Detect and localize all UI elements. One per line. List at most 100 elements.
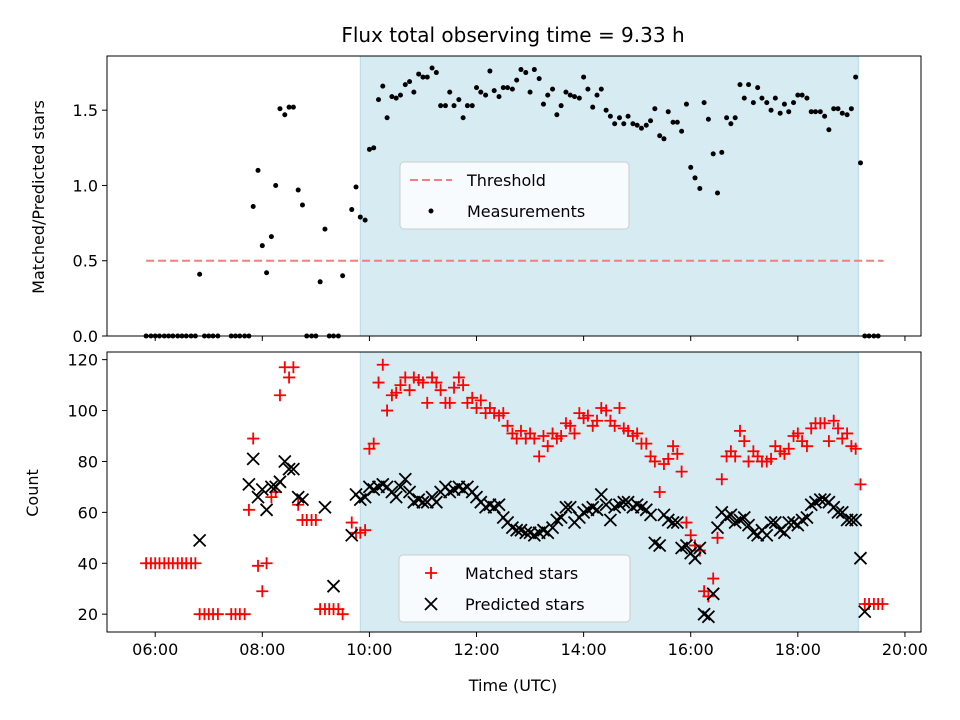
matched-stars-point	[854, 478, 867, 491]
predicted-legend-label: Predicted stars	[465, 595, 585, 614]
measurement-point	[407, 79, 413, 85]
measurement-point	[514, 77, 520, 83]
measurement-point	[259, 243, 265, 249]
matched-stars-point	[189, 557, 202, 570]
predicted-stars-point	[590, 503, 604, 517]
measurement-point	[724, 115, 730, 121]
measurement-point	[741, 95, 747, 101]
measurement-point	[661, 136, 667, 142]
x-tick-label: 08:00	[239, 640, 285, 659]
measurement-point	[277, 106, 283, 112]
predicted-stars-point	[849, 513, 863, 527]
measurement-point	[750, 100, 756, 106]
matched-stars-point	[822, 435, 835, 448]
x-tick-label: 12:00	[453, 640, 499, 659]
measurement-point	[380, 83, 386, 89]
measurement-point	[826, 127, 832, 133]
measurement-point	[264, 270, 270, 276]
y-tick-label: 80	[78, 452, 98, 471]
measurement-point	[688, 164, 694, 170]
predicted-stars-point	[666, 515, 680, 530]
y-tick-label: 1.0	[73, 176, 98, 195]
measurement-point	[590, 104, 596, 110]
matched-stars-point	[715, 473, 728, 486]
matched-stars-point	[613, 402, 626, 414]
measurement-point	[670, 119, 676, 125]
measurement-point	[384, 115, 390, 121]
matched-legend-swatch	[425, 567, 437, 579]
matched-stars-point	[653, 486, 666, 498]
matched-stars-point	[443, 396, 456, 409]
measurement-point	[491, 88, 497, 94]
measurement-point	[433, 70, 439, 76]
matched-stars-point	[242, 503, 255, 516]
predicted-stars-point	[603, 513, 618, 527]
measurement-point	[822, 113, 828, 119]
measurement-point	[701, 100, 707, 106]
measurement-point	[643, 122, 649, 128]
measurement-point	[697, 185, 703, 191]
y-ticks-panel-1: 20 40 60 80 100 120	[67, 351, 107, 624]
predicted-stars-point	[246, 452, 260, 466]
matched-stars-point	[394, 379, 407, 392]
matched-stars-point	[309, 514, 322, 526]
measurement-point	[389, 94, 395, 100]
matched-stars-point	[430, 376, 443, 389]
top-axes-frame	[106, 55, 922, 337]
measurement-point	[416, 71, 422, 77]
matched-stars-point	[662, 452, 675, 465]
measurement-point	[683, 101, 689, 107]
ratio-legend-box	[399, 161, 630, 230]
measurement-point	[353, 184, 359, 190]
matched-stars-point	[457, 379, 470, 392]
predicted-stars-point	[594, 487, 608, 502]
measurement-point	[558, 103, 564, 109]
matched-stars-point	[849, 442, 862, 455]
measurement-point	[715, 190, 720, 196]
matched-stars-point	[591, 414, 604, 427]
measurement-point	[411, 89, 417, 95]
matched-stars-point	[501, 419, 514, 432]
measurement-point	[692, 175, 698, 181]
matched-stars-point	[791, 427, 804, 440]
predicted-stars-point	[853, 551, 868, 565]
count-legend-box	[398, 554, 631, 623]
measurement-point	[531, 67, 537, 73]
measurement-point	[317, 279, 323, 285]
measurement-point	[616, 115, 622, 121]
measurement-point	[362, 217, 368, 223]
measurement-point	[853, 74, 859, 80]
measurement-point	[402, 82, 408, 88]
matched-stars-point	[452, 371, 465, 384]
measurement-point	[483, 92, 489, 98]
predicted-stars-point	[764, 515, 778, 530]
measurement-point	[585, 86, 591, 92]
measurement-point	[572, 94, 578, 100]
predicted-stars-point	[242, 477, 256, 492]
predicted-stars-point	[617, 495, 631, 509]
measurement-point	[496, 94, 502, 100]
measurement-point	[674, 119, 680, 125]
predicted-stars-point	[844, 513, 859, 527]
measurement-point	[290, 104, 296, 110]
matched-stars-point	[827, 414, 840, 427]
measurement-point	[844, 112, 850, 118]
x-ticks-panel-0	[154, 336, 906, 341]
predicted-stars-point	[389, 490, 403, 504]
measurement-point	[848, 106, 854, 112]
measurement-point	[831, 106, 837, 112]
matched-stars-point	[702, 590, 715, 603]
measurement-point	[737, 82, 743, 88]
predicted-stars-point	[559, 500, 573, 514]
bottom-y-axis-label: Count	[23, 469, 42, 517]
measurement-point	[665, 109, 671, 115]
measurement-point	[451, 103, 457, 109]
matched-stars-point	[497, 407, 510, 420]
predicted-stars-point	[251, 490, 265, 504]
measurement-point	[835, 106, 841, 112]
predicted-stars-point	[800, 510, 814, 525]
predicted-stars-point	[831, 505, 845, 520]
y-tick-label: 0.0	[73, 327, 98, 346]
matched-stars-point	[252, 559, 265, 572]
